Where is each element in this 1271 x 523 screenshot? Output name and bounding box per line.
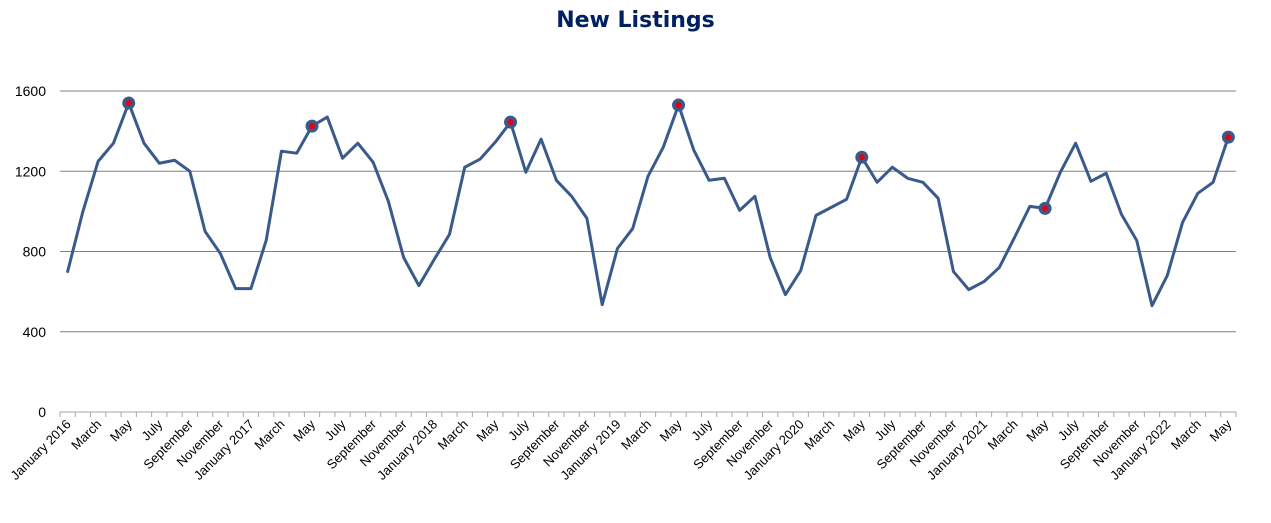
highlight-point-center xyxy=(507,119,514,126)
x-tick-label: March xyxy=(985,417,1021,453)
y-tick-label: 400 xyxy=(23,324,47,340)
x-tick-label: May xyxy=(107,416,135,444)
x-tick-label: March xyxy=(251,417,287,453)
x-tick-label: May xyxy=(1023,416,1051,444)
x-tick-label: May xyxy=(657,416,685,444)
y-tick-label: 0 xyxy=(38,404,46,420)
highlight-point-center xyxy=(675,102,682,109)
x-tick-label: May xyxy=(473,416,501,444)
x-tick-label: January 2016 xyxy=(7,417,73,483)
x-tick-label: March xyxy=(1168,417,1204,453)
highlight-point-center xyxy=(309,123,315,130)
highlight-point-center xyxy=(1042,205,1049,212)
x-tick-label: May xyxy=(1207,416,1235,444)
x-tick-label: March xyxy=(618,417,654,453)
x-tick-label: May xyxy=(840,416,868,444)
x-tick-label: March xyxy=(801,417,837,453)
highlight-point-center xyxy=(1225,134,1232,141)
highlight-point-center xyxy=(125,100,132,107)
y-tick-label: 1600 xyxy=(15,83,46,99)
x-tick-label: May xyxy=(290,416,318,444)
x-tick-label: March xyxy=(435,417,471,453)
highlight-point-center xyxy=(858,154,865,161)
y-tick-label: 1200 xyxy=(15,163,46,179)
y-tick-label: 800 xyxy=(23,244,47,260)
chart-title: New Listings xyxy=(556,8,715,33)
series-line xyxy=(66,101,1230,308)
x-tick-label: March xyxy=(68,417,104,453)
